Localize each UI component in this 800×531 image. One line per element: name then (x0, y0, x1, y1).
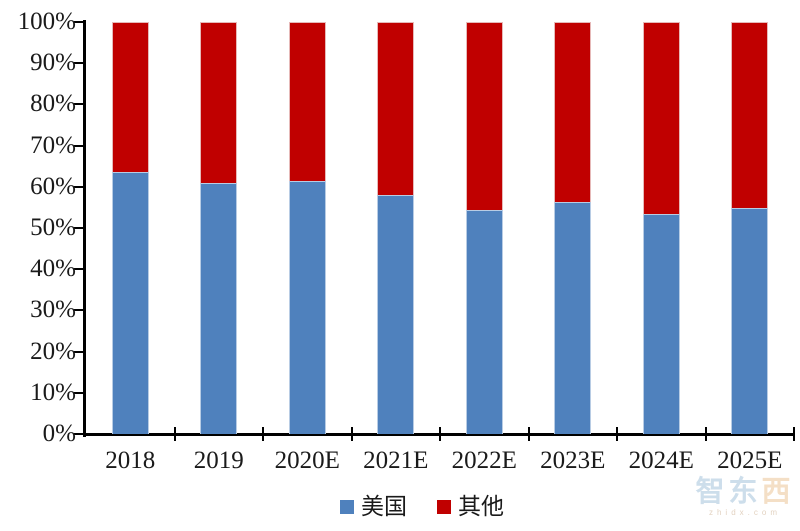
legend-label: 美国 (361, 494, 407, 519)
legend-label: 其他 (458, 494, 504, 519)
bar-other-2025E (731, 22, 769, 208)
y-axis-tick (74, 227, 83, 229)
x-category-label: 2025E (717, 447, 783, 474)
x-axis-tick (527, 427, 530, 441)
bar-other-2023E (554, 22, 592, 203)
bar-us-2023E (554, 202, 592, 434)
x-category-label: 2021E (363, 447, 429, 474)
y-axis-line (83, 20, 86, 437)
legend-swatch-icon (437, 500, 451, 514)
y-axis-tick (74, 144, 83, 147)
x-category-label: 2020E (274, 447, 340, 474)
y-axis-tick (74, 268, 83, 271)
bar-us-2021E (377, 195, 415, 434)
y-axis-tick (74, 21, 83, 23)
y-tick-label: 60% (30, 172, 76, 200)
y-tick-label: 0% (42, 420, 76, 447)
x-axis-tick (616, 427, 618, 441)
x-axis-tick (173, 427, 176, 441)
legend-item-0: 美国 (340, 494, 407, 520)
bar-us-2025E (731, 207, 769, 434)
bar-us-2019 (200, 182, 238, 434)
y-axis-tick (74, 433, 83, 435)
y-tick-label: 80% (30, 90, 76, 118)
bar-us-2020E (288, 181, 326, 434)
y-tick-label: 40% (30, 255, 76, 283)
legend-item-1: 其他 (437, 494, 504, 520)
y-tick-label: 10% (30, 378, 76, 406)
y-axis-tick (74, 309, 83, 312)
y-tick-label: 50% (30, 214, 76, 241)
x-category-label: 2024E (628, 447, 694, 474)
y-tick-label: 90% (30, 49, 76, 77)
x-category-label: 2022E (451, 447, 517, 474)
y-axis-tick (74, 391, 83, 394)
y-tick-label: 30% (30, 296, 76, 324)
legend-swatch-icon (340, 500, 354, 514)
bar-us-2018 (111, 172, 149, 434)
x-category-label: 2018 (105, 447, 156, 474)
x-axis-tick (439, 427, 441, 441)
bar-other-2021E (377, 22, 415, 196)
x-axis-tick (262, 427, 264, 441)
x-axis-tick (704, 427, 707, 441)
chart-legend: 美国 其他 (22, 494, 800, 520)
bar-other-2020E (288, 22, 326, 182)
x-category-label: 2019 (193, 447, 244, 474)
bar-us-2022E (465, 209, 503, 434)
x-axis-tick (350, 427, 353, 441)
x-category-label: 2023E (540, 447, 606, 474)
bar-other-2019 (200, 22, 238, 183)
y-tick-label: 20% (30, 337, 76, 365)
y-axis-tick (74, 350, 83, 353)
bar-other-2024E (642, 22, 680, 214)
y-axis-tick (74, 103, 83, 106)
y-axis-tick (74, 62, 83, 65)
x-axis-line (83, 433, 794, 436)
bar-other-2022E (465, 22, 503, 210)
x-axis-tick (793, 427, 795, 441)
bar-us-2024E (642, 213, 680, 434)
y-tick-label: 100% (17, 8, 76, 35)
y-axis-tick (74, 185, 83, 188)
bar-other-2018 (111, 22, 149, 173)
y-tick-label: 70% (30, 131, 76, 159)
